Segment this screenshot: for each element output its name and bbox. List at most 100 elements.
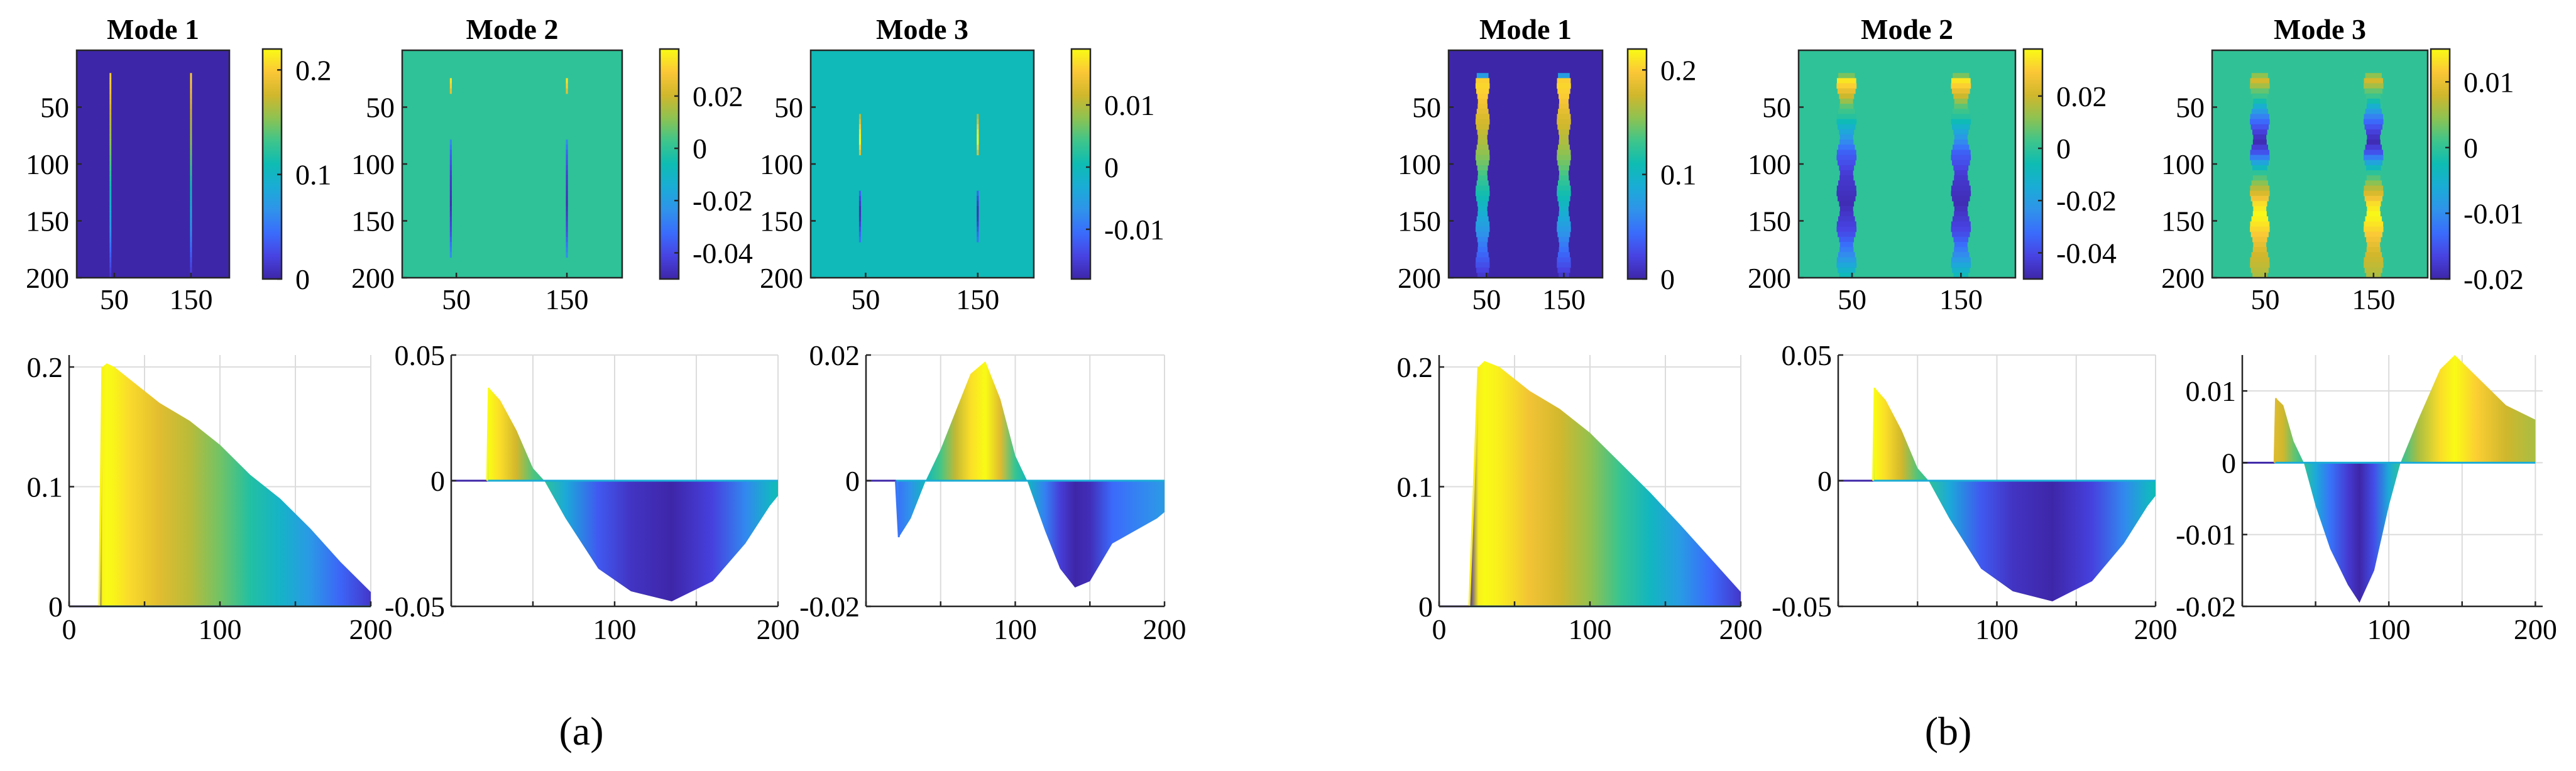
heatmap-band-segment (1476, 231, 1489, 238)
heatmap-band-segment (2365, 145, 2382, 150)
heatmap-band-segment (2364, 88, 2383, 94)
heatmap-band-segment (2366, 211, 2381, 217)
heatmap-band-segment (1477, 129, 1488, 135)
heatmap-band-segment (566, 190, 568, 197)
heatmap-band-segment (109, 200, 112, 207)
heatmap-ytick-label: 50 (1762, 92, 1791, 124)
heatmap-band-segment (1951, 88, 1970, 94)
heatmap-band-segment (2365, 129, 2381, 135)
heatmap-ytick-label: 50 (774, 92, 803, 124)
heatmap-band-segment (1839, 175, 1854, 181)
heatmap-band-segment (1838, 267, 1856, 273)
series-onset (1468, 366, 1479, 607)
xtick-label: 200 (2514, 613, 2557, 645)
heatmap-band-segment (190, 190, 192, 197)
heatmap-band-segment (1839, 139, 1854, 145)
heatmap-band-segment (190, 252, 192, 258)
heatmap-band-segment (1476, 73, 1489, 79)
series-area (896, 361, 1165, 588)
heatmap-band-segment (1475, 119, 1490, 125)
heatmap-band-segment (2366, 247, 2381, 253)
heatmap-ytick-label: 100 (351, 148, 395, 180)
heatmap-band-segment (977, 236, 979, 243)
heatmap-band-segment (109, 83, 112, 89)
heatmap-band-segment (1476, 216, 1489, 222)
heatmap-band-segment (2365, 180, 2382, 186)
ytick-label: 0 (48, 591, 63, 623)
heatmap-band-segment (1477, 236, 1488, 243)
ytick-label: -0.02 (2176, 591, 2236, 623)
heatmap-band-segment (2251, 180, 2269, 186)
heatmap-band-segment (1476, 124, 1489, 130)
series-onset (486, 387, 490, 481)
heatmap-band-segment (1557, 180, 1570, 186)
heatmap-band-segment (449, 200, 452, 207)
heatmap-band-segment (858, 195, 862, 202)
heatmap-band-segment (1476, 109, 1489, 114)
heatmap-band-segment (566, 180, 568, 186)
colorbar-tick-label: 0 (2464, 132, 2478, 164)
heatmap-band-segment (1838, 252, 1855, 258)
heatmap-band-segment (1953, 180, 1970, 186)
colorbar-tick-label: 0 (1660, 263, 1675, 295)
xtick-label: 100 (593, 613, 637, 645)
heatmap-band-segment (2250, 160, 2269, 166)
heatmap-band-segment (2253, 134, 2267, 140)
colorbar-tick-label: 0 (295, 263, 310, 295)
heatmap-band-segment (1839, 205, 1853, 212)
heatmap-band-segment (858, 221, 862, 227)
colorbar-tick-label: 0 (693, 133, 707, 165)
series-onset (2273, 398, 2277, 463)
heatmap-band-segment (109, 262, 112, 268)
heatmap-title: Mode 3 (2274, 13, 2366, 45)
xtick-label: 200 (349, 613, 393, 645)
heatmap-band-segment (1836, 83, 1857, 89)
heatmap-band-segment (2364, 124, 2383, 130)
heatmap-band-segment (190, 205, 192, 212)
heatmap-band-segment (2366, 236, 2381, 243)
heatmap-band-segment (2367, 205, 2381, 212)
heatmap-band-segment (2365, 216, 2382, 222)
heatmap-band-segment (1839, 236, 1855, 243)
heatmap-band-segment (977, 226, 979, 232)
heatmap-band-segment (858, 190, 862, 197)
heatmap-band-segment (1477, 211, 1488, 217)
heatmap-band-segment (109, 114, 112, 120)
heatmap-ytick-label: 200 (760, 262, 803, 294)
heatmap-band-segment (109, 272, 112, 278)
heatmap-band-segment (2252, 165, 2267, 171)
colorbar-tick-label: 0.2 (295, 54, 332, 86)
heatmap-band-segment (1952, 267, 1970, 273)
heatmap-band-segment (566, 200, 568, 207)
heatmap-band-segment (566, 155, 568, 161)
heatmap-band-segment (2366, 165, 2381, 171)
plot-layer: Mode 1 50 100 150 200 50 150 0.2 0.1 0 Mode 2 50 100… (26, 13, 2557, 645)
heatmap-band-segment (1476, 145, 1489, 150)
heatmap-band-segment (1559, 139, 1569, 145)
heatmap-band-segment (2250, 119, 2270, 125)
heatmap-band-segment (858, 216, 862, 222)
heatmap-band-segment (858, 205, 862, 212)
ytick-label: -0.01 (2176, 519, 2236, 551)
heatmap-band-segment (1477, 165, 1488, 171)
heatmap-band-segment (109, 175, 112, 181)
heatmap-band-segment (1951, 124, 1970, 130)
heatmap-band-segment (977, 205, 979, 212)
heatmap-title: Mode 3 (876, 13, 968, 45)
colorbar-frame (659, 48, 680, 280)
heatmap-band-segment (2364, 267, 2382, 273)
heatmap-band-segment (449, 236, 452, 243)
heatmap-band-segment (2253, 241, 2267, 248)
colorbar-frame (1070, 48, 1092, 280)
heatmap-band-segment (1557, 88, 1570, 94)
heatmap-band-segment (1557, 216, 1570, 222)
heatmap-band-segment (109, 180, 112, 186)
heatmap-band-segment (1476, 180, 1489, 186)
heatmap-background (811, 50, 1034, 278)
heatmap-xtick-label: 150 (1939, 283, 1983, 315)
heatmap-background (1799, 50, 2015, 278)
heatmap-band-segment (566, 139, 568, 145)
xtick-label: 100 (199, 613, 242, 645)
ytick-label: 0 (430, 465, 445, 497)
heatmap-band-segment (449, 170, 452, 176)
